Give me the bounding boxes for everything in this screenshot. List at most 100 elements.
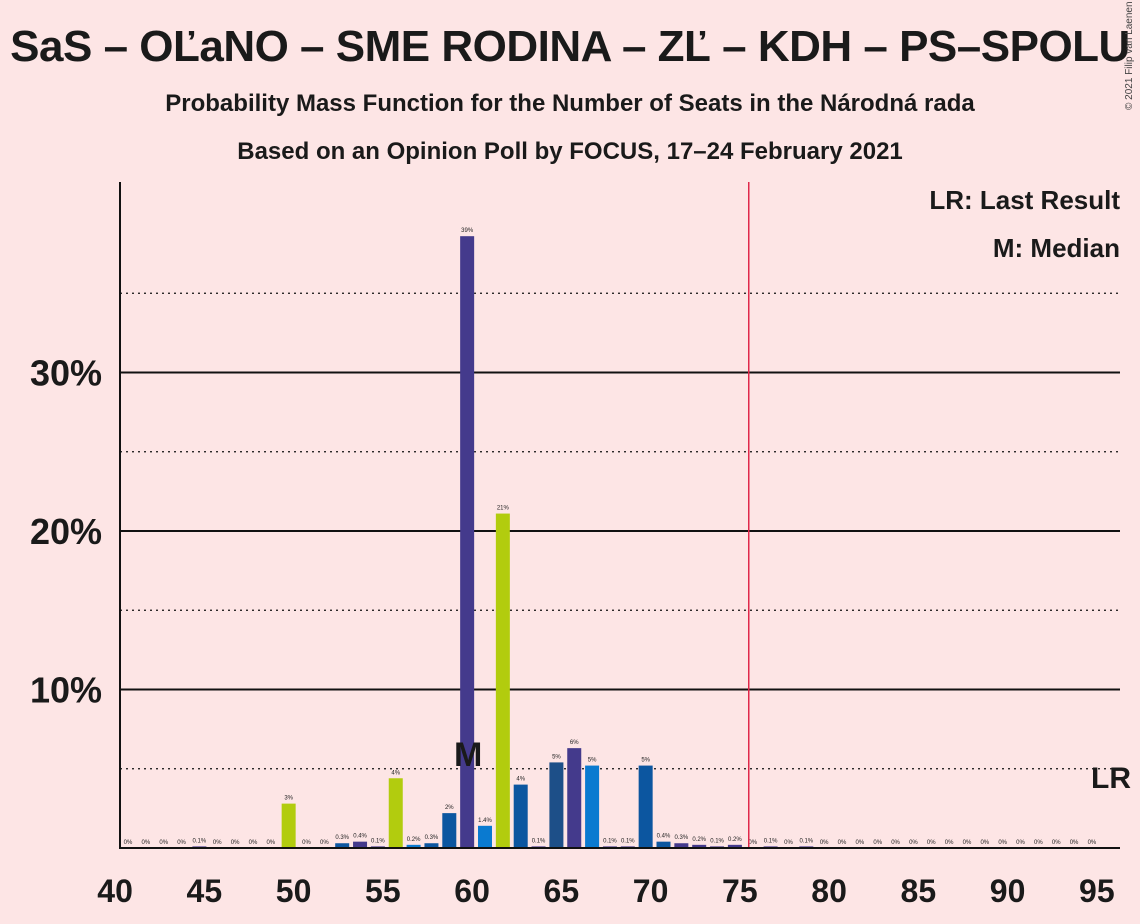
bar-value-label: 0%	[1088, 840, 1097, 846]
bar-value-label: 0.2%	[728, 837, 742, 843]
bar	[585, 765, 600, 848]
bar	[442, 813, 457, 848]
bar-value-label: 0%	[1034, 840, 1043, 846]
bar-value-label: 0%	[945, 840, 954, 846]
bar-value-label: 0%	[231, 840, 240, 846]
x-tick-label: 75	[722, 873, 758, 909]
bar-value-label: 4%	[391, 770, 400, 776]
bar-value-label: 0%	[963, 840, 972, 846]
y-tick-label: 20%	[30, 511, 102, 552]
bar-value-label: 0%	[266, 840, 275, 846]
bar-value-label: 0.1%	[603, 838, 617, 844]
axes: 10% 20% 30% 40 45 50 55 60 65 70 75 80 85 90 95 M LR	[30, 182, 1131, 909]
bar-value-label: 0.1%	[621, 838, 635, 844]
bar-value-label: 0%	[177, 840, 186, 846]
bar-value-label: 6%	[570, 740, 579, 746]
x-tick-label: 85	[901, 873, 937, 909]
bar-value-label: 39%	[461, 228, 474, 234]
x-tick-label: 90	[990, 873, 1026, 909]
bar-value-label: 0.4%	[353, 834, 367, 840]
bar	[638, 765, 653, 848]
x-tick-label: 95	[1079, 873, 1115, 909]
bar	[388, 778, 403, 848]
legend-last-result: LR: Last Result	[929, 185, 1120, 215]
bar-value-label: 0%	[124, 840, 133, 846]
bar-value-label: 0%	[909, 840, 918, 846]
chart-title: SaS – OĽaNO – SME RODINA – ZĽ – KDH – PS…	[10, 22, 1130, 71]
bar-value-label: 0%	[1016, 840, 1025, 846]
bar	[424, 843, 439, 848]
bar-value-label: 2%	[445, 805, 454, 811]
bar	[406, 844, 421, 848]
x-tick-label: 60	[454, 873, 490, 909]
bar-value-label: 0%	[784, 840, 793, 846]
x-tick-label: 50	[276, 873, 312, 909]
bar-value-label: 0%	[856, 840, 865, 846]
bar-value-label: 0%	[927, 840, 936, 846]
bar-value-label: 0%	[748, 840, 757, 846]
bar-value-label: 0.1%	[193, 838, 207, 844]
bar-value-label: 0.1%	[710, 838, 724, 844]
bar-value-label: 0%	[1070, 840, 1079, 846]
bar-value-label: 0%	[820, 840, 829, 846]
bar	[353, 841, 368, 848]
bar-value-label: 0.1%	[764, 838, 778, 844]
bar-value-label: 1.4%	[478, 818, 492, 824]
x-tick-label: 65	[544, 873, 580, 909]
bar	[656, 841, 671, 848]
chart-subtitle: Probability Mass Function for the Number…	[165, 90, 975, 117]
bar-value-label: 0.1%	[371, 838, 385, 844]
bar-value-label: 0.2%	[407, 837, 421, 843]
y-tick-label: 10%	[30, 670, 102, 711]
bar	[335, 843, 350, 848]
x-tick-label: 40	[97, 873, 133, 909]
gridlines	[120, 292, 1120, 770]
bar-value-label: 0.3%	[675, 835, 689, 841]
x-tick-label: 45	[187, 873, 223, 909]
bar-value-label: 5%	[552, 754, 561, 760]
bar-value-label: 0.2%	[692, 837, 706, 843]
bar-value-label: 0.4%	[657, 834, 671, 840]
bar-value-label: 0%	[320, 840, 329, 846]
bar	[549, 762, 564, 848]
bar-value-label: 0%	[980, 840, 989, 846]
x-tick-label: 70	[633, 873, 669, 909]
bar	[567, 748, 582, 848]
bar-value-label: 0.3%	[425, 835, 439, 841]
bar	[727, 844, 742, 848]
bar	[495, 513, 510, 848]
bar	[513, 784, 528, 848]
bar-value-label: 0%	[998, 840, 1007, 846]
bar-value-label: 21%	[497, 506, 510, 512]
bar-value-label: 5%	[641, 758, 650, 764]
chart-source-line: Based on an Opinion Poll by FOCUS, 17–24…	[237, 138, 903, 165]
bar-value-label: 3%	[284, 796, 293, 802]
bar-value-label: 4%	[516, 777, 525, 783]
median-marker: M	[454, 736, 482, 774]
last-result-marker: LR	[1091, 762, 1131, 795]
legend-median: M: Median	[993, 233, 1120, 263]
bar	[281, 803, 296, 848]
bar-value-label: 0%	[213, 840, 222, 846]
bar-value-label: 0.1%	[799, 838, 813, 844]
bar	[674, 843, 689, 848]
bars	[192, 236, 814, 848]
x-tick-label: 80	[811, 873, 847, 909]
bar-value-label: 0%	[142, 840, 151, 846]
bar-value-label: 0.1%	[532, 838, 546, 844]
x-tick-label: 55	[365, 873, 401, 909]
bar-value-label: 0%	[838, 840, 847, 846]
bar-value-label: 0%	[249, 840, 258, 846]
bar-value-label: 0.3%	[335, 835, 349, 841]
y-tick-label: 30%	[30, 353, 102, 394]
bar-value-label: 5%	[588, 758, 597, 764]
bar	[478, 825, 492, 848]
bar-labels: 0% 0% 0% 0% 0.1% 0% 0% 0% 0% 3% 0% 0% 0.3% 0.4% 0.1% 4%…	[124, 228, 1097, 846]
bar-value-label: 0%	[159, 840, 168, 846]
bar	[460, 236, 475, 848]
bar-value-label: 0%	[1052, 840, 1061, 846]
bar-value-label: 0%	[891, 840, 900, 846]
bar-value-label: 0%	[873, 840, 882, 846]
bar-value-label: 0%	[302, 840, 311, 846]
